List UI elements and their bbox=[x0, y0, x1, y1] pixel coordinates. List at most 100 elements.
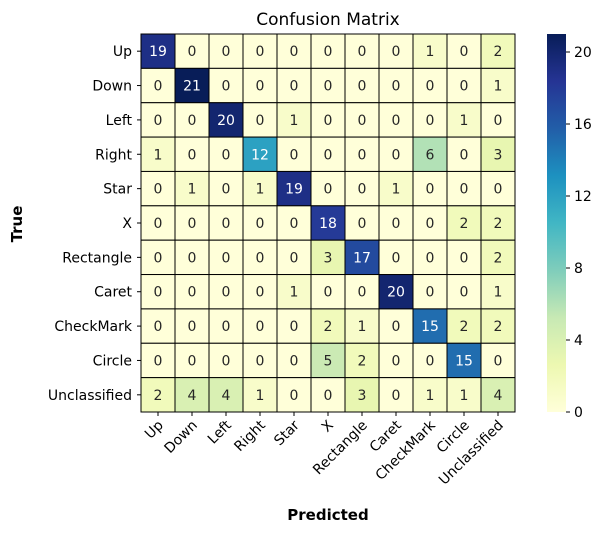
cell-Circle-Left bbox=[208, 342, 244, 379]
cell-value-label: 0 bbox=[494, 182, 503, 198]
cell-value-label: 0 bbox=[426, 182, 435, 198]
cell-value-label: 0 bbox=[290, 353, 299, 369]
cell-value-label: 0 bbox=[222, 44, 231, 60]
cell-Unclassified-Unclassified bbox=[480, 377, 516, 413]
cell-value-label: 0 bbox=[290, 388, 299, 404]
colorbar-tick-label: 20 bbox=[574, 45, 592, 61]
y-axis-label: True bbox=[8, 206, 26, 243]
cell-value-label: 0 bbox=[290, 147, 299, 163]
cell-Caret-Rectangle bbox=[344, 274, 380, 310]
cell-Down-Star bbox=[276, 67, 312, 104]
cell-value-label: 0 bbox=[154, 79, 163, 95]
cell-Caret-Star bbox=[276, 274, 312, 310]
cell-X-Up bbox=[140, 205, 176, 241]
y-tick-label: Circle bbox=[93, 353, 132, 369]
y-tick-label: Left bbox=[106, 113, 133, 129]
cell-Left-Up bbox=[140, 102, 176, 138]
cell-Down-CheckMark bbox=[412, 67, 448, 104]
cell-value-label: 5 bbox=[324, 353, 333, 369]
cell-value-label: 2 bbox=[460, 319, 469, 335]
cell-Rectangle-Left bbox=[208, 239, 244, 276]
cell-value-label: 0 bbox=[290, 216, 299, 232]
cell-value-label: 0 bbox=[460, 182, 469, 198]
cell-value-label: 2 bbox=[358, 353, 367, 369]
cell-value-label: 0 bbox=[188, 319, 197, 335]
cell-Rectangle-Unclassified bbox=[480, 239, 516, 276]
cell-value-label: 0 bbox=[222, 250, 231, 266]
cell-value-label: 0 bbox=[494, 113, 503, 129]
cell-Star-Right bbox=[242, 170, 278, 207]
cell-CheckMark-Caret bbox=[378, 308, 414, 344]
cell-value-label: 4 bbox=[188, 388, 197, 404]
cell-value-label: 2 bbox=[494, 216, 503, 232]
cell-value-label: 0 bbox=[494, 353, 503, 369]
cell-value-label: 15 bbox=[455, 353, 473, 369]
colorbar: 0 4 8 12 16 20 bbox=[547, 34, 592, 421]
cell-value-label: 0 bbox=[426, 79, 435, 95]
cell-value-label: 0 bbox=[460, 79, 469, 95]
cell-value-label: 2 bbox=[460, 216, 469, 232]
cell-value-label: 2 bbox=[154, 388, 163, 404]
cell-value-label: 20 bbox=[217, 113, 235, 129]
chart-title: Confusion Matrix bbox=[256, 10, 400, 30]
cell-value-label: 2 bbox=[324, 319, 333, 335]
cell-value-label: 0 bbox=[188, 285, 197, 301]
cell-value-label: 0 bbox=[324, 44, 333, 60]
cell-value-label: 0 bbox=[324, 388, 333, 404]
cell-value-label: 0 bbox=[154, 319, 163, 335]
cell-value-label: 0 bbox=[188, 44, 197, 60]
cell-value-label: 0 bbox=[392, 216, 401, 232]
cell-value-label: 0 bbox=[188, 113, 197, 129]
cell-value-label: 15 bbox=[421, 319, 439, 335]
y-tick-labels: Up Down Left Right Star X Rectangle Caret CheckM… bbox=[48, 44, 141, 404]
cell-Rectangle-Caret bbox=[378, 239, 414, 276]
cell-value-label: 0 bbox=[256, 250, 265, 266]
cell-value-label: 0 bbox=[222, 285, 231, 301]
cell-value-label: 1 bbox=[358, 319, 367, 335]
cell-value-label: 0 bbox=[392, 44, 401, 60]
cell-value-label: 0 bbox=[324, 79, 333, 95]
cell-Unclassified-Down bbox=[174, 377, 210, 413]
cell-value-label: 0 bbox=[222, 182, 231, 198]
cell-Unclassified-Circle bbox=[446, 377, 482, 413]
cell-Right-Right bbox=[242, 136, 278, 172]
cell-value-label: 0 bbox=[358, 44, 367, 60]
cell-value-label: 0 bbox=[358, 113, 367, 129]
cell-value-label: 2 bbox=[494, 44, 503, 60]
cell-value-label: 2 bbox=[494, 250, 503, 266]
cell-Down-X bbox=[310, 67, 346, 104]
cell-value-label: 0 bbox=[188, 216, 197, 232]
y-tick-label: Caret bbox=[94, 285, 132, 301]
cell-value-label: 0 bbox=[460, 44, 469, 60]
cell-value-label: 0 bbox=[290, 250, 299, 266]
cell-value-label: 3 bbox=[324, 250, 333, 266]
cell-value-label: 0 bbox=[188, 250, 197, 266]
cell-Caret-Down bbox=[174, 274, 210, 310]
cell-CheckMark-CheckMark bbox=[412, 308, 448, 344]
cell-value-label: 0 bbox=[290, 44, 299, 60]
colorbar-tick-label: 12 bbox=[574, 189, 592, 205]
cell-value-label: 0 bbox=[426, 250, 435, 266]
heatmap-cells: 19 0 0 0 0 0 0 0 1 0 20 21 0 0 0 0 0 0 0 0 10 0 20 0 1 0 0 0 0 1 01 0 0 1… bbox=[140, 33, 516, 413]
cell-value-label: 0 bbox=[256, 44, 265, 60]
cell-Right-Left bbox=[208, 136, 244, 172]
cell-value-label: 0 bbox=[324, 285, 333, 301]
cell-Left-Unclassified bbox=[480, 102, 516, 138]
cell-value-label: 0 bbox=[358, 216, 367, 232]
cell-Rectangle-Up bbox=[140, 239, 176, 276]
cell-Down-Left bbox=[208, 67, 244, 104]
cell-Up-Down bbox=[174, 33, 210, 69]
cell-value-label: 0 bbox=[222, 319, 231, 335]
cell-Rectangle-Circle bbox=[446, 239, 482, 276]
colorbar-tick-label: 4 bbox=[574, 333, 583, 349]
cell-Right-CheckMark bbox=[412, 136, 448, 172]
cell-CheckMark-Unclassified bbox=[480, 308, 516, 344]
cell-value-label: 0 bbox=[358, 285, 367, 301]
y-tick-label: Up bbox=[113, 44, 132, 60]
cell-value-label: 4 bbox=[222, 388, 231, 404]
cell-Left-CheckMark bbox=[412, 102, 448, 138]
cell-Up-Caret bbox=[378, 33, 414, 69]
cell-value-label: 0 bbox=[154, 113, 163, 129]
cell-value-label: 1 bbox=[392, 182, 401, 198]
cell-Star-Down bbox=[174, 170, 210, 207]
